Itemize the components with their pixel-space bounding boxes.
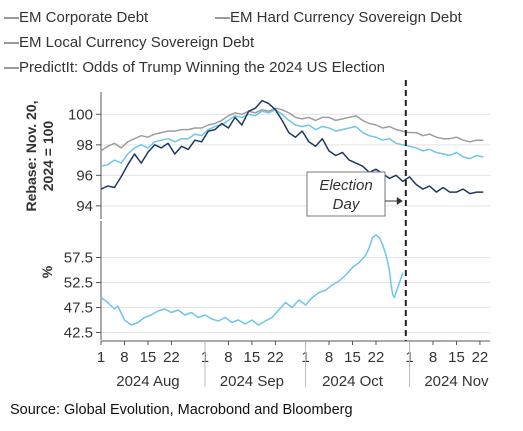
x-tick-label: 15 [448, 349, 465, 366]
x-tick-label: 8 [429, 349, 437, 366]
bottom-panel-gridlines [101, 257, 490, 333]
y-tick-label: 98 [76, 137, 93, 154]
bottom-panel-series [100, 234, 404, 326]
y-axis-label: % [39, 265, 55, 278]
legend: —EM Corporate Debt —EM Hard Currency Sove… [4, 9, 463, 76]
x-tick-label: 8 [325, 349, 333, 366]
annotation-text: Election [319, 177, 372, 194]
top-panel-axis: 94 96 98 100 Rebase: Nov. 20,2024 = 100 [23, 92, 102, 219]
series-em-corporate-debt [100, 107, 484, 152]
top-panel-gridlines [101, 113, 490, 207]
x-tick-label: 22 [472, 349, 489, 366]
top-panel-series [100, 99, 484, 195]
legend-entry: —EM Corporate Debt [4, 9, 149, 26]
y-tick-label: 94 [76, 198, 93, 215]
legend-entry: —PredictIt: Odds of Trump Winning the 20… [4, 59, 385, 76]
x-tick-label: 22 [368, 349, 385, 366]
election-day-annotation: Election Day [306, 80, 407, 341]
source-note: Source: Global Evolution, Macrobond and … [10, 402, 353, 418]
legend-entry: —EM Local Currency Sovereign Debt [4, 34, 255, 51]
series-predictit-odds [100, 234, 404, 326]
x-tick-label: 8 [120, 349, 128, 366]
annotation-box [306, 171, 386, 217]
bottom-panel-axis: 42.5 47.5 52.5 57.5% [39, 221, 102, 342]
x-tick-label: 8 [224, 349, 232, 366]
annotation-text: Day [333, 196, 361, 213]
x-month-label: 2024 Oct [322, 373, 384, 390]
y-tick-label: 96 [76, 167, 93, 184]
y-axis-label-line: 2024 = 100 [40, 121, 56, 192]
x-tick-label: 1 [97, 349, 105, 366]
x-tick-label: 22 [267, 349, 284, 366]
y-tick-label: 47.5 [64, 300, 93, 317]
legend-entry: —EM Hard Currency Sovereign Debt [215, 9, 463, 26]
x-tick-label: 22 [163, 349, 180, 366]
x-month-label: 2024 Nov [424, 373, 489, 390]
annotation-arrowhead [396, 197, 403, 205]
series-em-hard-currency [100, 108, 484, 167]
x-month-label: 2024 Aug [116, 373, 179, 390]
x-tick-label: 15 [244, 349, 261, 366]
x-tick-label: 15 [140, 349, 157, 366]
y-axis-label-line: Rebase: Nov. 20, [23, 100, 39, 211]
y-tick-label: 42.5 [64, 325, 93, 342]
y-tick-label: 100 [68, 106, 93, 123]
x-tick-label: 15 [344, 349, 361, 366]
series-em-local-currency [100, 99, 484, 195]
y-tick-label: 52.5 [64, 275, 93, 292]
y-tick-label: 57.5 [64, 250, 93, 267]
y-axis-label: Rebase: Nov. 20,2024 = 100 [23, 100, 56, 211]
x-month-label: 2024 Sep [220, 373, 284, 390]
